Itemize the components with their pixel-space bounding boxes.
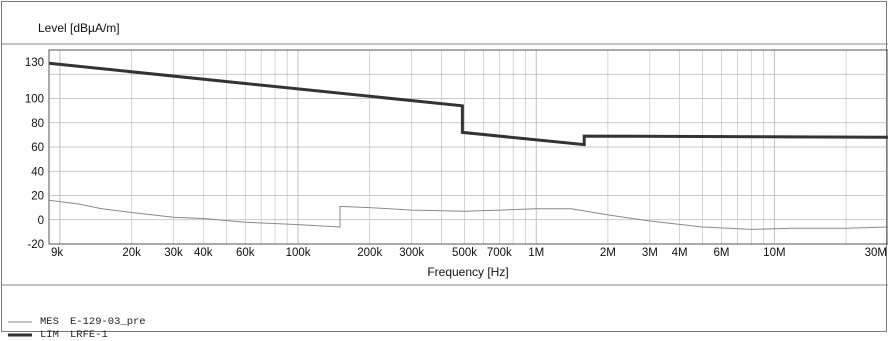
legend-entry-lim: LIM LRFE-1 bbox=[8, 328, 146, 341]
legend: MES E-129-03_pre LIM LRFE-1 bbox=[8, 315, 146, 341]
x-tick-label: 60k bbox=[236, 247, 255, 259]
x-tick-label: 10M bbox=[763, 247, 785, 259]
x-tick-label: 500k bbox=[452, 247, 477, 259]
y-tick-label: 80 bbox=[31, 118, 44, 130]
y-tick-label: 130 bbox=[25, 57, 44, 69]
x-tick-label: 100k bbox=[286, 247, 311, 259]
y-tick-label: 40 bbox=[31, 166, 44, 178]
chart-frame: Level [dBµA/m] Frequency [Hz] 130 100 80 60… bbox=[1, 1, 889, 332]
y-tick-labels: 130 100 80 60 40 20 0 -20 bbox=[25, 57, 44, 251]
x-tick-label: 300k bbox=[399, 247, 424, 259]
x-tick-labels: 9k 20k 30k 40k 60k 100k 200k 300k 500k 700k 1M 2M 3M… bbox=[51, 247, 887, 259]
x-tick-label: 40k bbox=[194, 247, 213, 259]
x-tick-label: 2M bbox=[600, 247, 616, 259]
legend-name-mes: MES bbox=[40, 315, 59, 328]
y-tick-label: 100 bbox=[25, 94, 44, 106]
x-tick-label: 6M bbox=[714, 247, 730, 259]
x-tick-label: 20k bbox=[122, 247, 141, 259]
series-line-mes bbox=[48, 199, 889, 230]
y-tick-label: -20 bbox=[27, 239, 44, 251]
y-tick-label: 60 bbox=[31, 142, 44, 154]
y-axis-label: Level [dBµA/m] bbox=[38, 21, 120, 35]
legend-desc-lim: LRFE-1 bbox=[70, 328, 108, 341]
x-tick-label: 1M bbox=[528, 247, 544, 259]
legend-name-lim: LIM bbox=[40, 328, 59, 341]
series-line-lim bbox=[48, 61, 889, 147]
x-tick-label: 30k bbox=[164, 247, 183, 259]
legend-desc-mes: E-129-03_pre bbox=[70, 315, 146, 328]
legend-swatch-mes bbox=[8, 321, 32, 322]
x-tick-label: 9k bbox=[51, 247, 63, 259]
y-tick-label: 20 bbox=[31, 191, 44, 203]
y-tick-label: 0 bbox=[38, 215, 44, 227]
x-tick-label: 200k bbox=[357, 247, 382, 259]
chart: Level [dBµA/m] Frequency [Hz] 130 100 80 60… bbox=[2, 21, 889, 286]
x-tick-label: 4M bbox=[672, 247, 688, 259]
legend-entry-mes: MES E-129-03_pre bbox=[8, 315, 146, 328]
series-layer bbox=[48, 61, 889, 230]
grid bbox=[48, 49, 889, 245]
legend-swatch-lim bbox=[8, 333, 32, 336]
x-axis-label: Frequency [Hz] bbox=[427, 265, 508, 279]
x-tick-label: 700k bbox=[487, 247, 512, 259]
x-tick-label: 3M bbox=[642, 247, 658, 259]
x-tick-label: 30M bbox=[865, 247, 887, 259]
